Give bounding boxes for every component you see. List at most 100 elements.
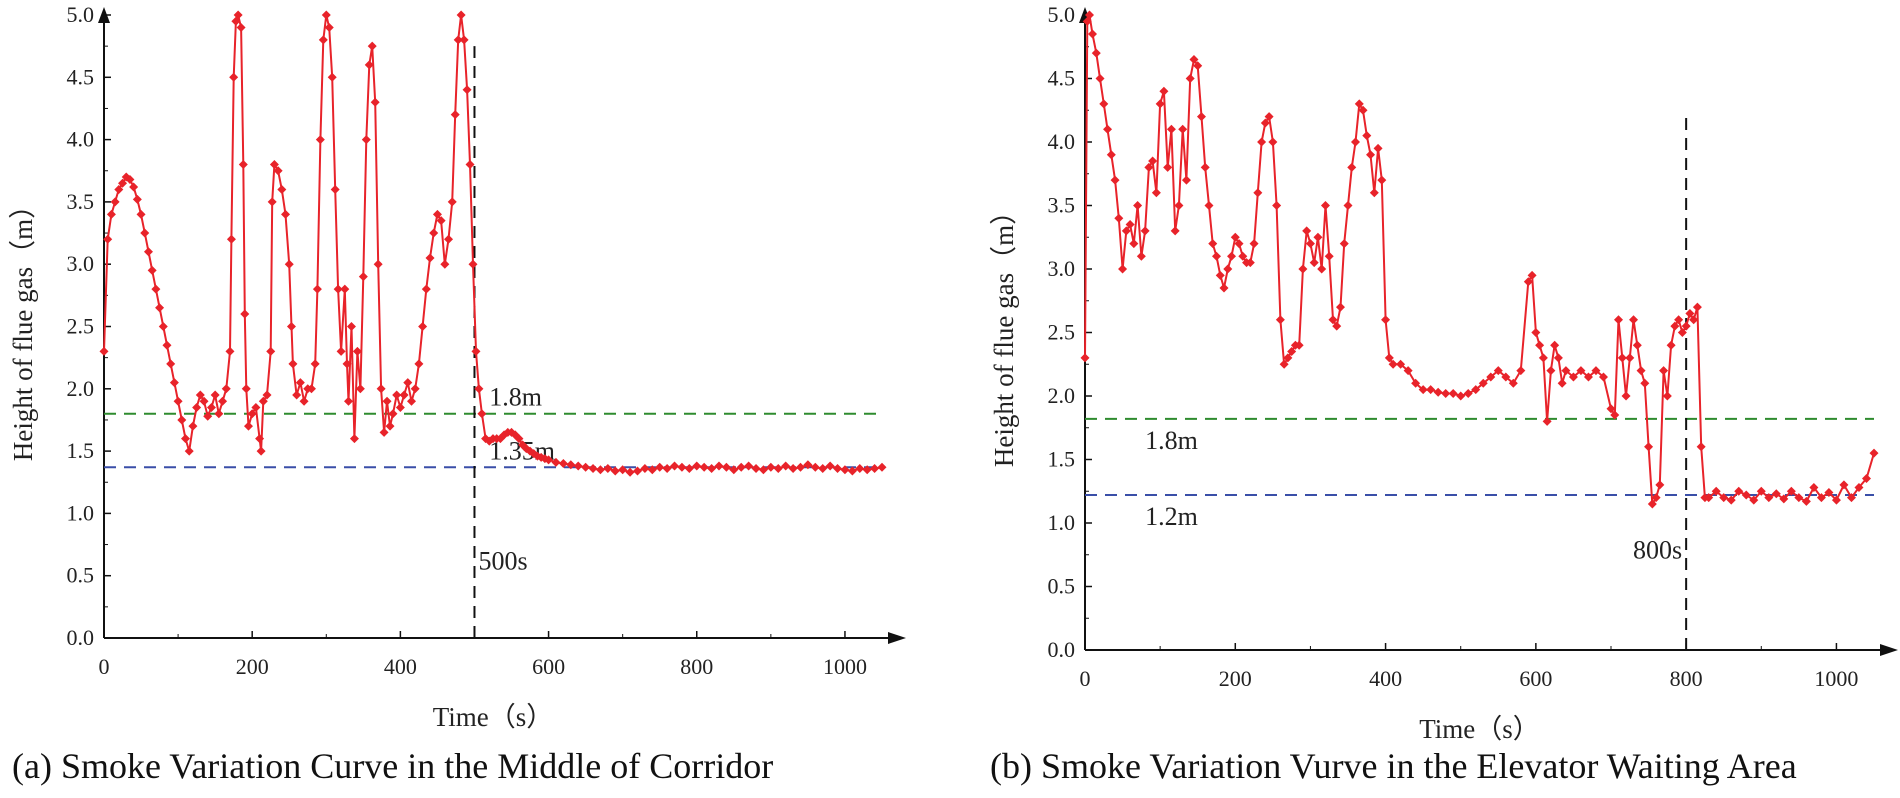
data-point <box>618 465 628 475</box>
y-axis-label: Height of flue gas（m） <box>989 198 1019 467</box>
data-point <box>247 409 257 419</box>
data-point <box>233 10 243 20</box>
data-point <box>310 359 320 369</box>
data-point <box>603 464 613 474</box>
data-point <box>1085 10 1095 20</box>
x-axis-arrow-icon <box>1880 644 1898 656</box>
data-point <box>1287 347 1297 357</box>
data-point <box>558 459 568 469</box>
data-point <box>1576 366 1586 376</box>
data-point <box>342 359 352 369</box>
data-point <box>225 346 235 356</box>
data-point <box>1347 162 1357 172</box>
data-point <box>1369 188 1379 198</box>
data-point <box>862 465 872 475</box>
data-point <box>1148 156 1158 166</box>
data-point <box>421 284 431 294</box>
data-point <box>1542 416 1552 426</box>
data-point <box>1583 372 1593 382</box>
data-point <box>1320 201 1330 210</box>
data-point <box>364 60 374 70</box>
data-point <box>1114 213 1124 223</box>
data-point <box>110 197 120 207</box>
data-point <box>288 359 298 369</box>
data-point <box>238 160 248 170</box>
reference-line-label: 1.8m <box>489 383 542 412</box>
x-tick-label: 800 <box>1670 666 1703 691</box>
data-point <box>566 460 576 470</box>
y-tick-label: 4.5 <box>1048 66 1076 91</box>
data-point <box>1568 372 1578 382</box>
data-point <box>444 234 454 244</box>
data-point <box>315 135 325 145</box>
y-tick-label: 4.5 <box>67 64 95 89</box>
data-point <box>312 284 322 294</box>
data-point <box>825 461 835 471</box>
data-point <box>229 72 239 82</box>
data-point <box>1174 201 1184 210</box>
data-point <box>1598 372 1608 382</box>
data-point <box>1846 493 1856 503</box>
x-tick-label: 1000 <box>1814 666 1858 691</box>
data-point <box>1234 239 1244 249</box>
data-point <box>226 234 236 244</box>
series-line <box>1084 14 1875 508</box>
data-point <box>184 446 194 456</box>
data-point <box>1144 162 1154 172</box>
reference-line-label: 500s <box>478 546 527 575</box>
data-point <box>1103 124 1113 134</box>
data-point <box>1448 388 1458 398</box>
data-point <box>1208 239 1218 249</box>
data-point <box>684 464 694 474</box>
data-point <box>206 402 216 412</box>
data-point <box>1403 366 1413 376</box>
data-point <box>1384 353 1394 363</box>
data-point <box>803 460 813 470</box>
y-tick-label: 0.0 <box>1048 637 1076 662</box>
data-point <box>277 184 287 194</box>
data-point <box>1317 264 1327 274</box>
data-point <box>256 446 266 456</box>
x-tick-label: 400 <box>1369 666 1402 691</box>
data-point <box>273 166 283 176</box>
data-point <box>588 464 598 474</box>
data-point <box>349 434 359 444</box>
data-point <box>324 22 334 32</box>
data-point <box>1614 315 1624 325</box>
data-point <box>1095 74 1105 83</box>
x-tick-label: 200 <box>1219 666 1252 691</box>
data-point <box>432 209 442 219</box>
data-point <box>1531 328 1541 337</box>
data-point <box>1354 99 1364 109</box>
data-point <box>1125 220 1135 230</box>
data-point <box>221 384 231 394</box>
y-tick-label: 3.0 <box>67 251 95 276</box>
data-point <box>403 378 413 388</box>
data-point <box>640 464 650 474</box>
data-point <box>1493 366 1503 376</box>
x-tick-label: 200 <box>236 654 269 679</box>
data-point <box>1309 258 1319 268</box>
data-point <box>1839 480 1849 490</box>
data-point <box>1140 226 1150 236</box>
data-point <box>1151 188 1161 198</box>
data-point <box>1561 366 1571 376</box>
data-point <box>286 322 296 331</box>
data-point <box>670 461 680 471</box>
data-point <box>1106 150 1116 160</box>
data-point <box>1741 490 1751 500</box>
data-point <box>140 228 150 238</box>
data-point <box>214 409 224 419</box>
data-point <box>429 228 439 238</box>
data-point <box>166 359 176 369</box>
y-tick-label: 3.5 <box>67 189 95 214</box>
data-point <box>847 466 857 476</box>
y-tick-label: 2.0 <box>67 376 95 401</box>
data-point <box>1193 61 1203 71</box>
data-point <box>1749 495 1759 505</box>
data-point <box>418 322 428 331</box>
data-point <box>818 464 828 474</box>
data-point <box>1831 495 1841 505</box>
data-point <box>379 427 389 437</box>
